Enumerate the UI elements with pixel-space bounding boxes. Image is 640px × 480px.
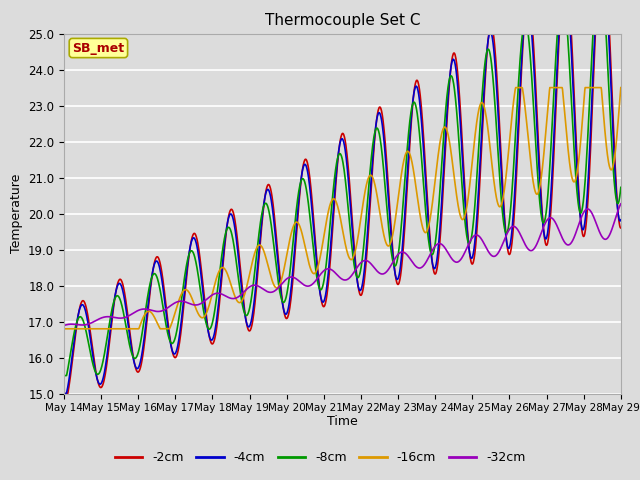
Title: Thermocouple Set C: Thermocouple Set C <box>265 13 420 28</box>
Y-axis label: Temperature: Temperature <box>10 174 22 253</box>
Text: SB_met: SB_met <box>72 42 124 55</box>
Legend: -2cm, -4cm, -8cm, -16cm, -32cm: -2cm, -4cm, -8cm, -16cm, -32cm <box>109 446 531 469</box>
X-axis label: Time: Time <box>327 415 358 428</box>
